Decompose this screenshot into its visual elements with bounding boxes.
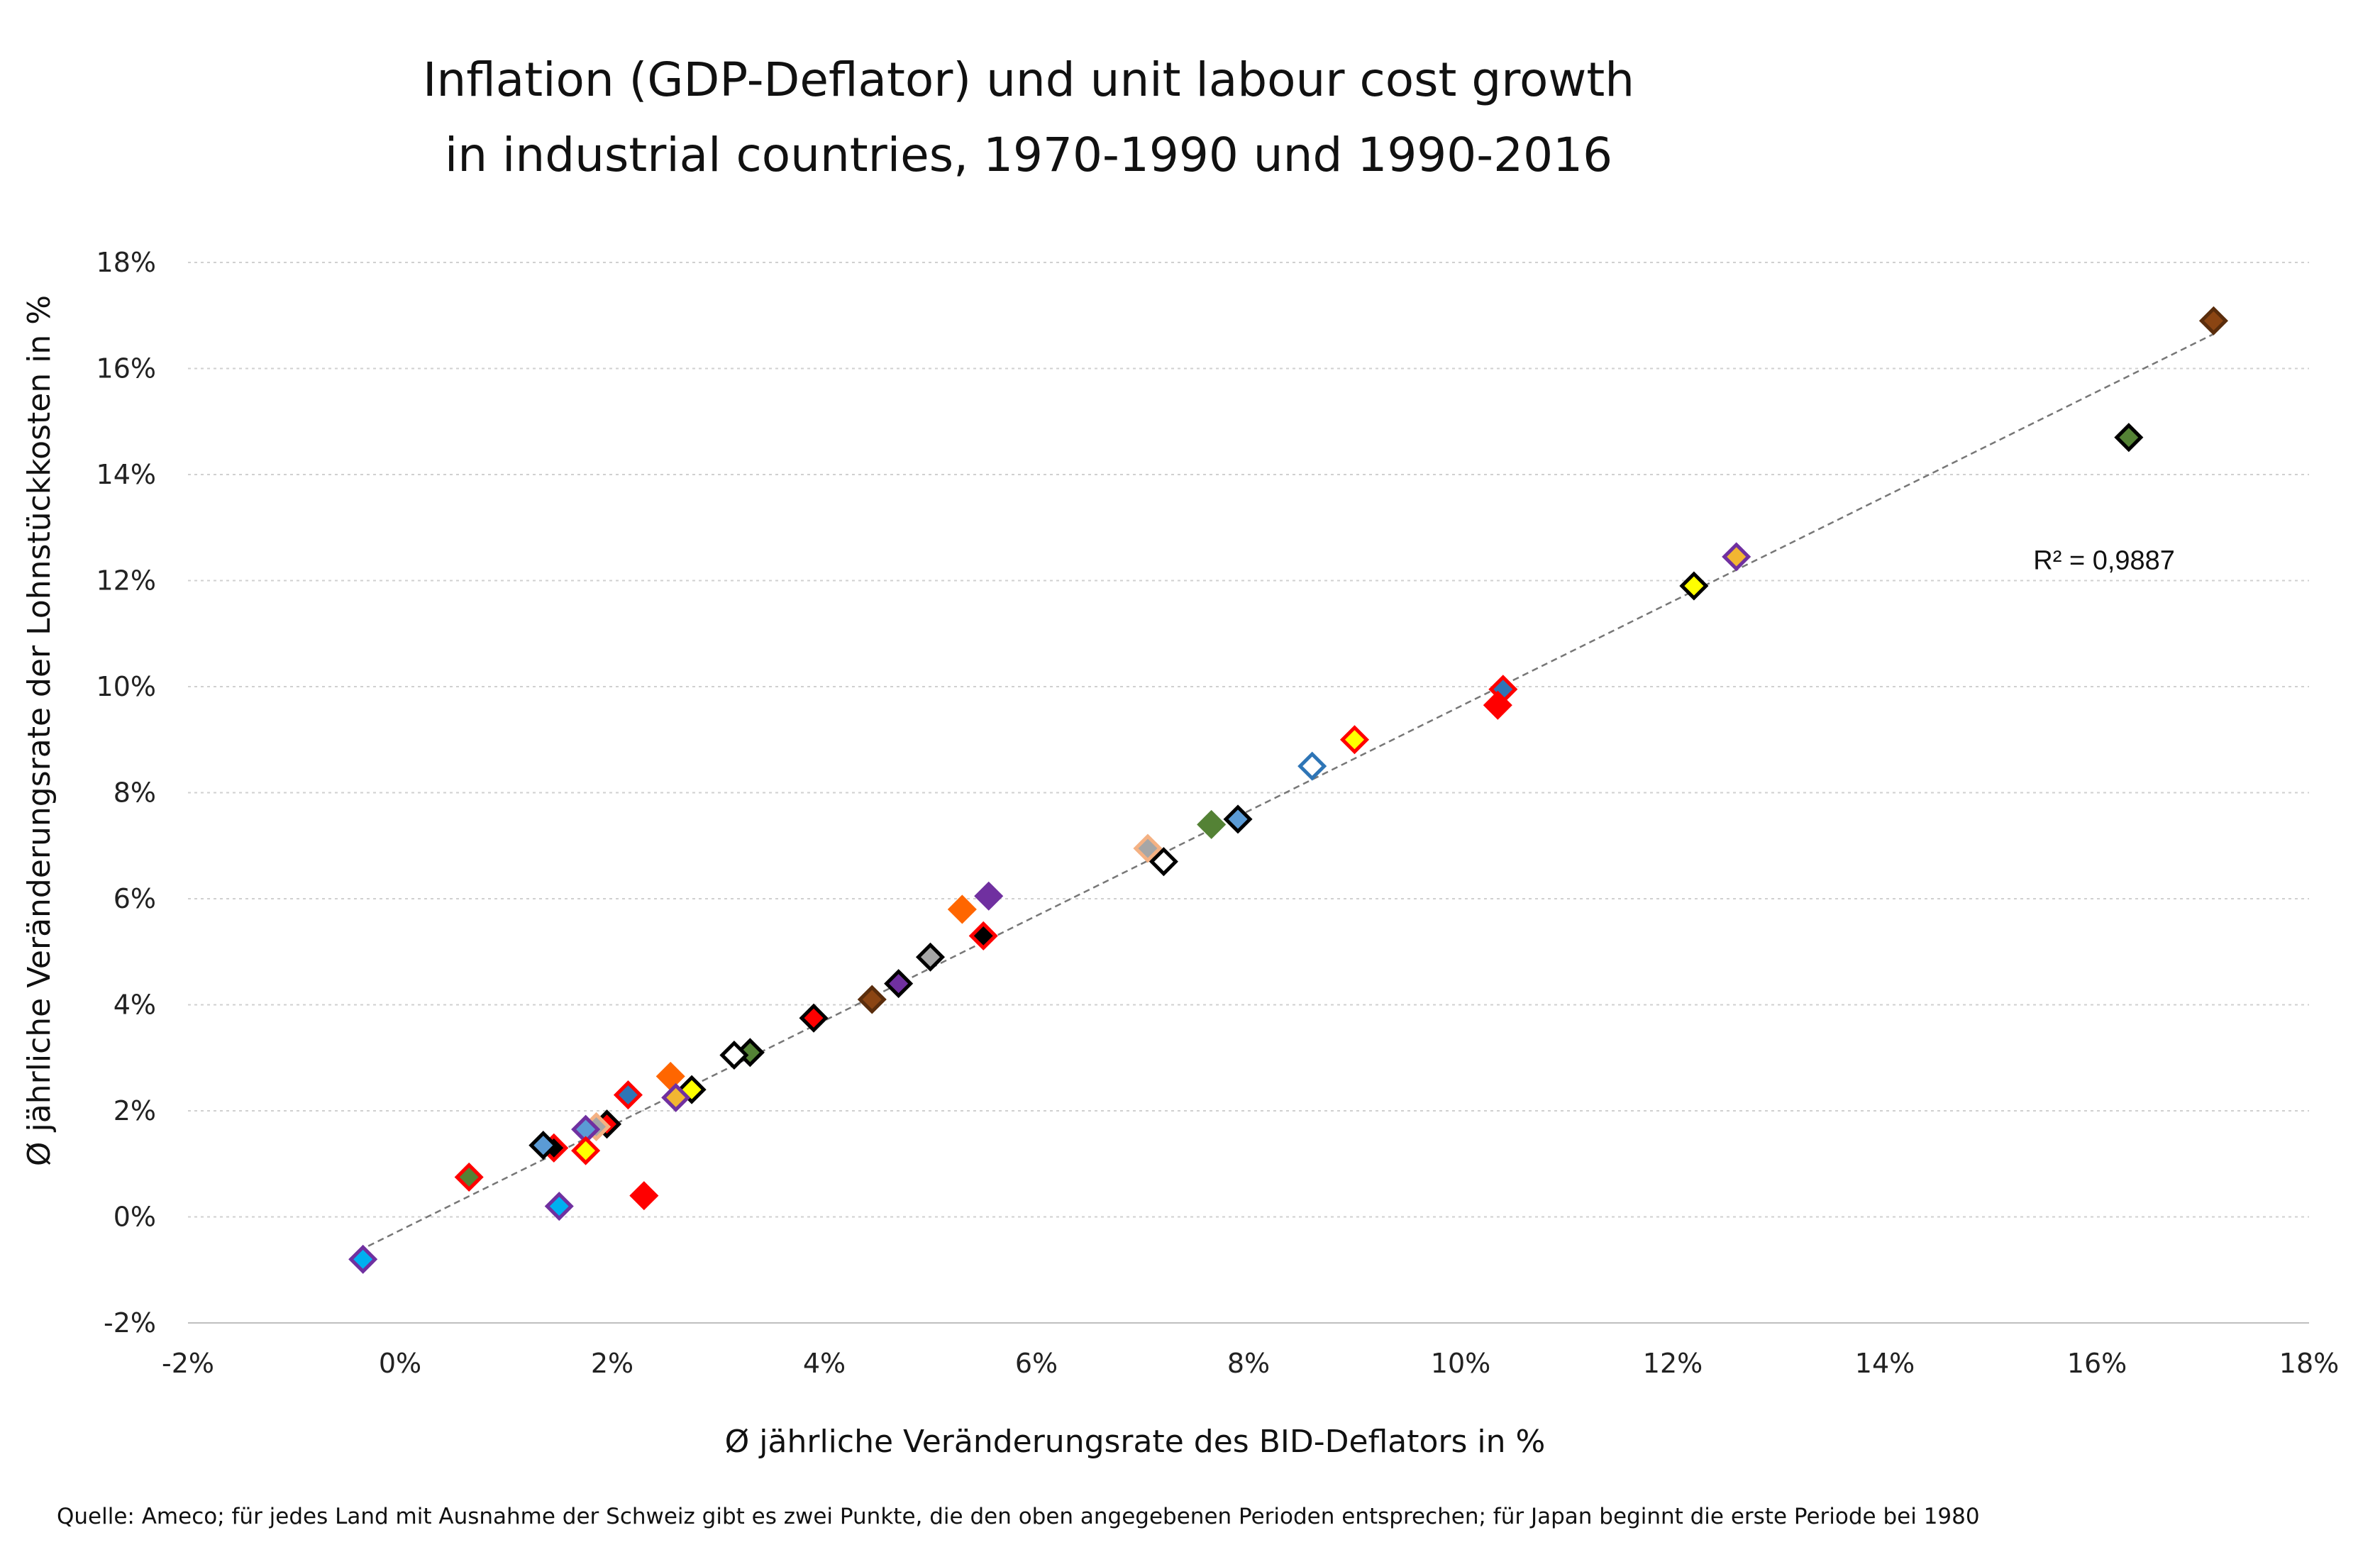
x-tick-label: -2% [162,1348,214,1379]
y-tick-label: 12% [96,565,156,597]
y-axis-title: Ø jährliche Veränderungsrate der Lohnstü… [21,295,57,1166]
trendline-path [367,333,2215,1247]
data-point [1197,809,1227,839]
r-squared-annotation: R² = 0,9887 [2033,546,2175,576]
data-point [1679,571,1709,601]
y-tick-label: -2% [104,1307,156,1339]
y-tick-label: 6% [114,883,156,914]
data-point [528,1131,558,1160]
x-tick-labels: -2% 0% 2% 4% 6% 8% 10% 12% 14% 16% 18% [162,1348,2339,1379]
data-point [799,1003,829,1033]
x-axis-title: Ø jährliche Veränderungsrate des BID-Def… [725,1424,1546,1460]
data-point [1133,833,1163,863]
data-point [915,942,946,972]
data-point [655,1061,685,1091]
data-point [348,1244,378,1274]
y-tick-label: 0% [114,1202,156,1233]
y-tick-label: 8% [114,777,156,809]
data-point [947,894,977,924]
data-point [884,969,914,999]
data-point [968,921,998,951]
x-tick-label: 16% [2067,1348,2127,1379]
chart-title: Inflation (GDP-Deflator) und unit labour… [0,43,2057,193]
data-point [661,1082,691,1112]
data-point [2114,423,2144,453]
x-tick-label: 6% [1015,1348,1058,1379]
x-tick-label: 0% [379,1348,421,1379]
data-point [1339,725,1370,755]
x-tick-label: 10% [1431,1348,1490,1379]
y-tick-labels: -2% 0% 2% 4% 6% 8% 10% 12% 14% 16% 18% [96,247,156,1339]
data-point [454,1162,484,1192]
y-tick-label: 18% [96,247,156,278]
data-point [613,1080,643,1110]
y-tick-label: 16% [96,353,156,384]
data-point [974,881,1004,911]
data-point [1483,690,1512,720]
data-point [629,1181,659,1211]
data-point [1297,751,1327,781]
chart-title-line-2: in industrial countries, 1970-1990 und 1… [444,128,1613,182]
data-points [348,306,2228,1274]
data-point [857,985,887,1014]
y-tick-label: 2% [114,1095,156,1126]
x-tick-label: 4% [803,1348,846,1379]
x-tick-label: 14% [1855,1348,1915,1379]
data-point [571,1136,601,1165]
x-tick-label: 18% [2279,1348,2339,1379]
x-tick-label: 8% [1227,1348,1270,1379]
data-point [1149,847,1178,877]
data-point [719,1040,749,1070]
x-tick-label: 2% [591,1348,633,1379]
data-point [1722,542,1751,572]
y-tick-label: 10% [96,671,156,702]
trendline [367,333,2215,1247]
source-note: Quelle: Ameco; für jedes Land mit Ausnah… [57,1504,1980,1529]
x-tick-label: 12% [1643,1348,1703,1379]
data-point [2198,306,2228,336]
y-tick-label: 14% [96,459,156,490]
y-tick-label: 4% [114,990,156,1021]
data-point [544,1192,574,1221]
grid-lines [188,262,2309,1218]
data-point [1223,804,1253,834]
chart-title-line-1: Inflation (GDP-Deflator) und unit labour… [422,52,1635,107]
